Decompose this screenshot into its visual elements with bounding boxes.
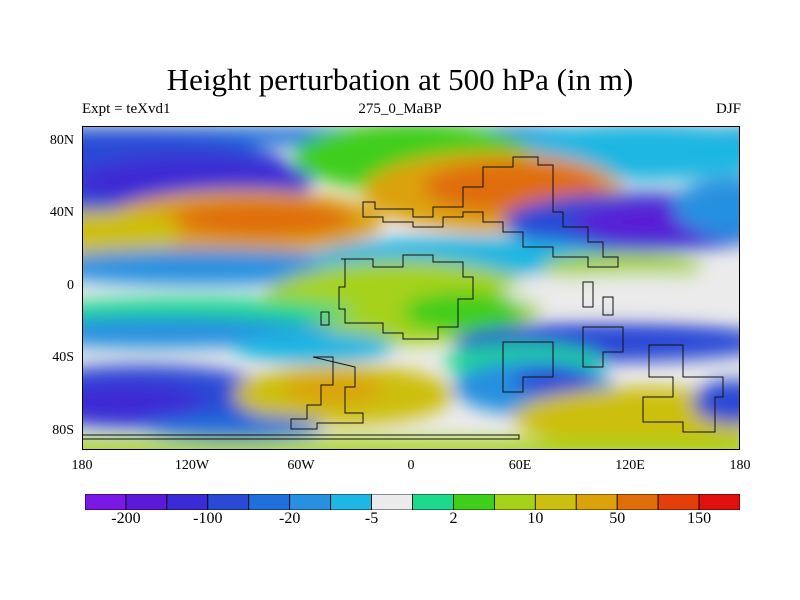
colorbar-box [493, 494, 536, 510]
colorbar-box [412, 494, 454, 510]
x-tick-label-60w: 60W [287, 458, 315, 473]
colorbar-box [207, 494, 250, 510]
map-plot-area [82, 126, 740, 450]
colorbar-label: 10 [527, 510, 544, 527]
colorbar-box [453, 494, 495, 510]
colorbar-box [85, 494, 127, 510]
colorbar-label: -20 [279, 510, 301, 527]
colorbar-box [330, 494, 372, 510]
colorbar [85, 494, 740, 510]
colorbar-box [166, 494, 209, 510]
colorbar-label: -200 [111, 510, 141, 527]
colorbar-label: -100 [193, 510, 223, 527]
season-label: DJF [715, 101, 741, 117]
colorbar-box [248, 494, 291, 510]
y-tick-label-80s: 80S [52, 423, 74, 438]
x-tick-label-0: 0 [407, 458, 415, 473]
x-tick-label-180w: 180 [71, 458, 93, 473]
colorbar-label: 150 [687, 510, 712, 527]
colorbar-label: 50 [609, 510, 626, 527]
colorbar-label: -5 [364, 510, 379, 527]
y-tick-label-40n: 40N [49, 205, 74, 220]
experiment-label: Expt = teXvd1 [82, 101, 171, 117]
colorbar-box [698, 494, 740, 510]
colorbar-box [289, 494, 332, 510]
colorbar-box [575, 494, 618, 510]
colorbar-label: 2 [449, 510, 458, 527]
x-tick-label-120e: 120E [615, 458, 645, 473]
colorbar-box [616, 494, 659, 510]
x-tick-label-120w: 120W [174, 458, 210, 473]
x-tick-label-60e: 60E [508, 458, 532, 473]
period-label: 275_0_MaBP [358, 101, 442, 117]
contour-field [83, 127, 739, 449]
y-tick-label-80n: 80N [49, 133, 74, 148]
colorbar-box [371, 494, 413, 510]
y-tick-label-40s: 40S [52, 350, 74, 365]
colorbar-box [534, 494, 577, 510]
colorbar-box [125, 494, 168, 510]
y-tick-label-0: 0 [67, 278, 74, 293]
colorbar-box [657, 494, 700, 510]
chart-title: Height perturbation at 500 hPa (in m) [166, 62, 634, 97]
x-tick-label-180e: 180 [729, 458, 751, 473]
